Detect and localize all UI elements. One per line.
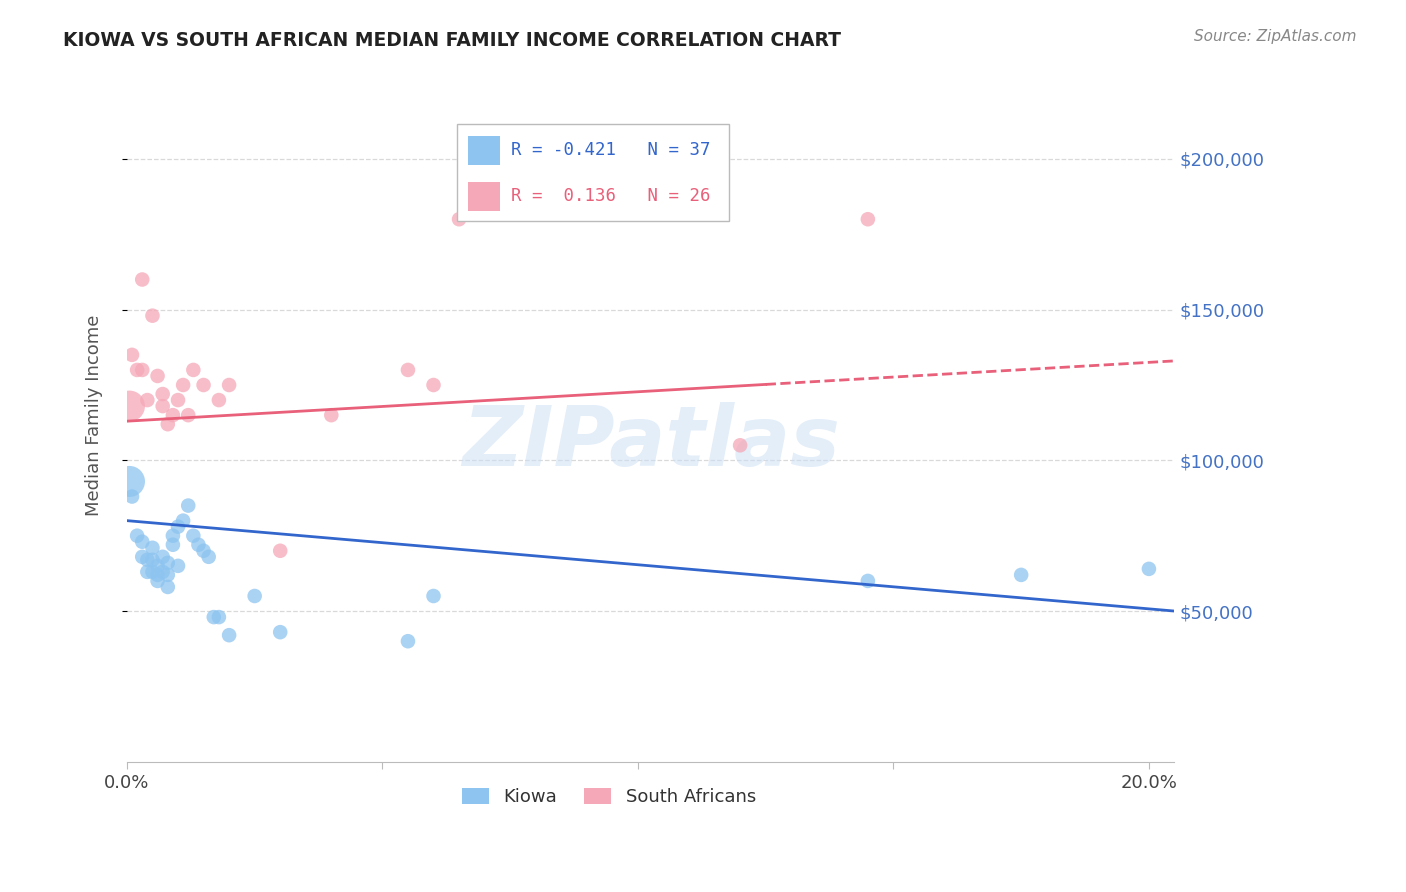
Text: ZIPatlas: ZIPatlas — [461, 402, 839, 483]
Point — [127, 363, 149, 377]
Point — [243, 589, 266, 603]
Point — [1137, 562, 1160, 576]
Point — [422, 589, 444, 603]
Point — [187, 538, 209, 552]
Point — [208, 610, 231, 624]
Point — [156, 417, 179, 432]
Point — [162, 529, 184, 543]
Point — [136, 565, 159, 579]
Point — [141, 565, 163, 579]
Point — [131, 549, 153, 564]
Point — [141, 553, 163, 567]
Legend: Kiowa, South Africans: Kiowa, South Africans — [453, 779, 765, 815]
Point — [131, 272, 153, 286]
Point — [856, 212, 879, 227]
Point — [118, 399, 141, 413]
Point — [141, 309, 163, 323]
Point — [152, 549, 174, 564]
Point — [1010, 568, 1032, 582]
Point — [193, 378, 215, 392]
Point — [202, 610, 225, 624]
Point — [193, 543, 215, 558]
Point — [152, 565, 174, 579]
Point — [162, 538, 184, 552]
Point — [422, 378, 444, 392]
Point — [136, 553, 159, 567]
Point — [162, 408, 184, 422]
Point — [197, 549, 219, 564]
Point — [856, 574, 879, 588]
Point — [183, 363, 205, 377]
Point — [269, 543, 291, 558]
Point — [146, 558, 169, 573]
Point — [218, 378, 240, 392]
Point — [218, 628, 240, 642]
Point — [167, 393, 190, 408]
Point — [177, 408, 200, 422]
Point — [141, 541, 163, 555]
Point — [172, 378, 194, 392]
Point — [146, 574, 169, 588]
Point — [172, 514, 194, 528]
Point — [136, 393, 159, 408]
Point — [208, 393, 231, 408]
Point — [167, 519, 190, 533]
Point — [156, 568, 179, 582]
Point — [152, 399, 174, 413]
Point — [449, 212, 471, 227]
Text: KIOWA VS SOUTH AFRICAN MEDIAN FAMILY INCOME CORRELATION CHART: KIOWA VS SOUTH AFRICAN MEDIAN FAMILY INC… — [63, 31, 841, 50]
Point — [321, 408, 343, 422]
Point — [131, 363, 153, 377]
Point — [146, 568, 169, 582]
Point — [156, 556, 179, 570]
Y-axis label: Median Family Income: Median Family Income — [86, 315, 103, 516]
Point — [167, 558, 190, 573]
Point — [396, 363, 419, 377]
Point — [127, 529, 149, 543]
Point — [156, 580, 179, 594]
Point — [177, 499, 200, 513]
Point — [121, 348, 143, 362]
Point — [152, 387, 174, 401]
Point — [183, 529, 205, 543]
Point — [118, 475, 141, 489]
Point — [269, 625, 291, 640]
Text: Source: ZipAtlas.com: Source: ZipAtlas.com — [1194, 29, 1357, 44]
Point — [396, 634, 419, 648]
Point — [146, 368, 169, 383]
Point — [728, 438, 751, 452]
Point — [131, 534, 153, 549]
Point — [121, 490, 143, 504]
